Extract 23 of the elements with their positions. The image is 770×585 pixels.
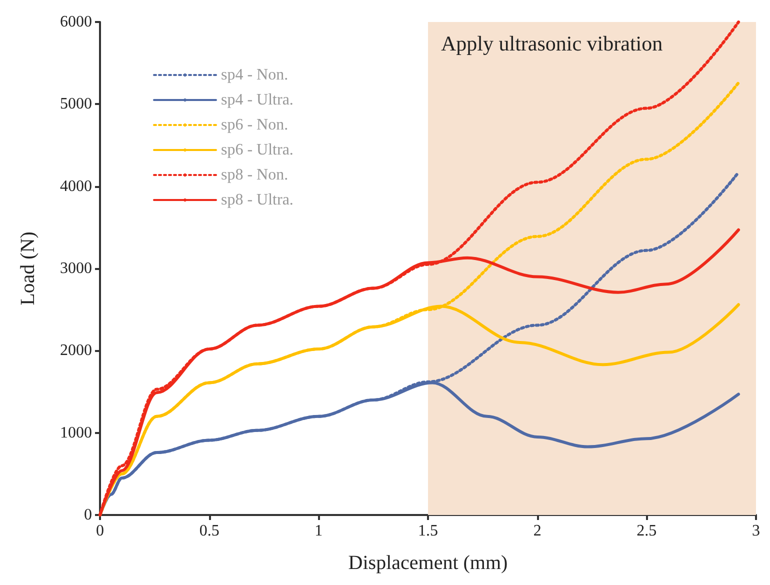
y-axis-title: Load (N) xyxy=(17,232,39,306)
x-tick-label: 2 xyxy=(533,522,542,540)
y-tick-label: 0 xyxy=(84,506,92,524)
band-label: Apply ultrasonic vibration xyxy=(441,32,664,56)
legend-label: sp8 - Ultra. xyxy=(221,192,294,208)
y-tick-label: 6000 xyxy=(60,14,92,30)
x-tick-label: 2.5 xyxy=(636,522,657,540)
x-tick-label: 0.5 xyxy=(199,522,220,540)
y-tick-label: 4000 xyxy=(60,178,92,195)
x-axis-title: Displacement (mm) xyxy=(348,552,508,574)
legend-label: sp8 - Non. xyxy=(221,166,288,184)
legend-label: sp6 - Ultra. xyxy=(221,142,294,158)
legend-label: sp4 - Non. xyxy=(221,66,288,84)
y-tick-label: 5000 xyxy=(60,96,92,113)
y-tick-label: 2000 xyxy=(60,342,92,360)
legend-label: sp4 - Ultra. xyxy=(221,92,294,108)
x-tick-label: 0 xyxy=(96,522,104,540)
x-tick-label: 1 xyxy=(314,522,323,540)
y-tick-label: 1000 xyxy=(60,424,92,442)
x-tick-label: 1.5 xyxy=(418,522,438,540)
legend-label: sp6 - Non. xyxy=(221,116,288,134)
y-tick-label: 3000 xyxy=(60,260,92,277)
x-tick-label: 3 xyxy=(752,522,760,540)
